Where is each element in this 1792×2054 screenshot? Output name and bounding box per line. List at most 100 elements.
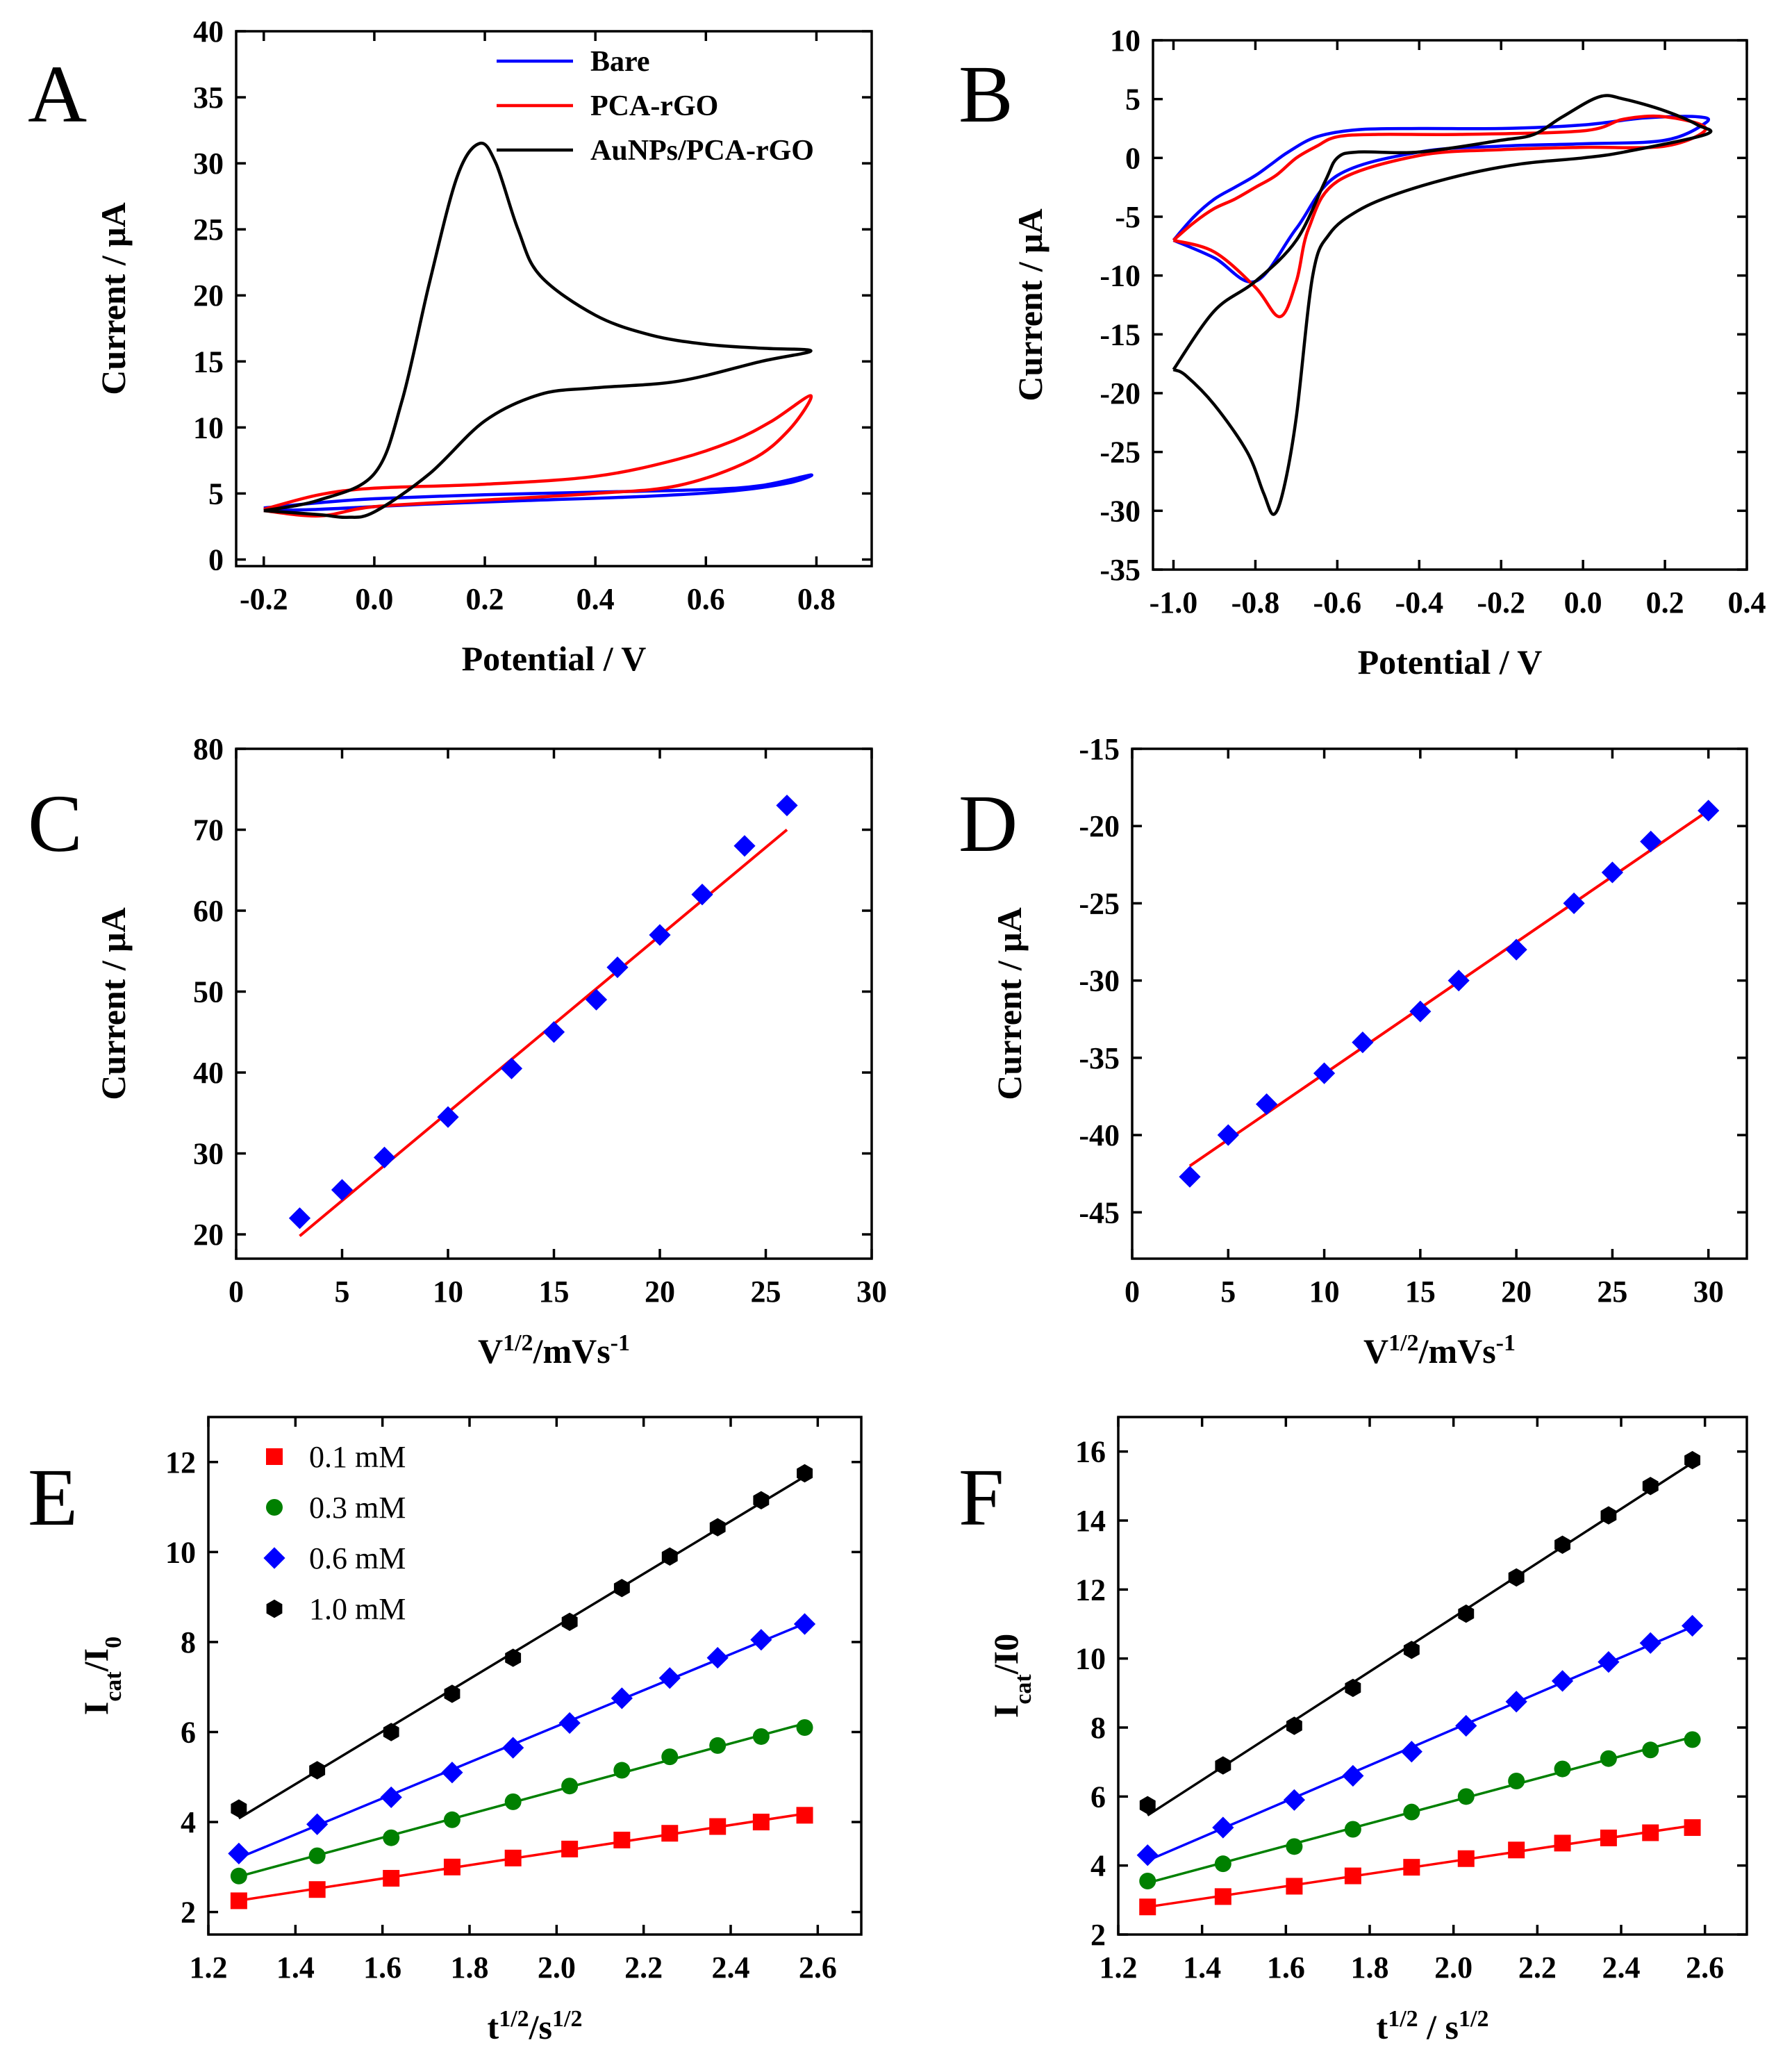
legend-label: 1.0 mM	[309, 1592, 406, 1626]
data-point	[1639, 1632, 1661, 1654]
y-tick-label: 40	[193, 15, 224, 49]
x-tick-label: 0.4	[576, 582, 615, 616]
plot-frame	[1131, 747, 1748, 1260]
data-point	[558, 1712, 581, 1734]
data-point	[1139, 1796, 1156, 1814]
x-tick-label: 2.0	[1434, 1951, 1472, 1985]
plot-area	[263, 141, 814, 520]
data-point	[1345, 1678, 1361, 1698]
y-tick-label: -25	[1100, 436, 1140, 470]
data-point	[373, 1146, 396, 1168]
y-tick-label: -20	[1100, 376, 1140, 411]
x-tick-label: 0.4	[1728, 586, 1766, 620]
data-point	[1642, 1741, 1659, 1759]
x-tick-label: 1.4	[276, 1951, 315, 1985]
y-tick-label: 15	[193, 345, 224, 379]
data-point	[1681, 1614, 1704, 1637]
data-point	[733, 835, 756, 857]
data-point	[309, 1761, 326, 1780]
legend-label: PCA-rGO	[590, 90, 718, 122]
y-tick-label: -45	[1079, 1195, 1120, 1229]
x-tick-label: 25	[751, 1275, 781, 1309]
data-point	[443, 1811, 461, 1828]
y-axis-title: Current / μA	[990, 907, 1029, 1100]
series-line-aunps-pca-rgo	[1172, 94, 1713, 516]
plot-frame	[235, 30, 873, 568]
x-tick-label: 20	[1501, 1275, 1532, 1309]
data-point	[658, 1667, 681, 1689]
y-tick-label: 5	[208, 477, 224, 511]
data-point	[331, 1179, 354, 1201]
x-tick-label: 20	[645, 1275, 675, 1309]
data-point	[1342, 1764, 1364, 1787]
x-tick-label: -0.6	[1313, 586, 1362, 620]
fit-line	[299, 828, 788, 1237]
y-tick-label: -15	[1079, 732, 1120, 766]
fit-line-1-0-mM	[238, 1475, 806, 1820]
x-tick-label: 1.6	[1267, 1951, 1305, 1985]
data-point	[1215, 1756, 1231, 1775]
y-tick-label: -20	[1079, 809, 1120, 843]
data-point	[1554, 1834, 1571, 1852]
data-point	[709, 1518, 726, 1537]
y-axis-title: Current / μA	[94, 202, 133, 395]
data-point	[1344, 1867, 1361, 1885]
x-tick-label: 2.2	[1518, 1951, 1557, 1985]
y-tick-label: 0	[1125, 141, 1140, 175]
data-point	[1403, 1859, 1420, 1876]
x-tick-label: 2.2	[624, 1951, 663, 1985]
data-point	[661, 1748, 679, 1766]
x-tick-label: -0.2	[1477, 586, 1525, 620]
panel-A: A -0.2 0.0 0.2 0.4 0.6 0.8 0 5 10 15 20 25 30 35 40 Pote…	[28, 15, 873, 678]
data-point	[1642, 1477, 1659, 1496]
panel-letter: B	[959, 49, 1013, 140]
series-line-pca-rgo	[263, 394, 813, 518]
y-tick-label: 60	[193, 894, 224, 928]
panel-D: D 0 5 10 15 20 25 30 -45 -40 -35 -30 -25 -20 -15 V1/2/m…	[959, 732, 1748, 1370]
x-tick-label: 2.4	[1602, 1951, 1641, 1985]
legend-label: 0.6 mM	[309, 1541, 406, 1575]
x-tick-label: 5	[1220, 1275, 1236, 1309]
data-point	[1642, 1824, 1659, 1841]
y-axis-title: Current / μA	[1011, 208, 1050, 401]
plot-frame	[1117, 1416, 1748, 1936]
data-point	[441, 1762, 463, 1784]
legend-marker	[266, 1599, 283, 1618]
data-point	[1313, 1062, 1336, 1084]
legend-label: 0.1 mM	[309, 1440, 406, 1474]
data-point	[796, 1719, 813, 1736]
x-tick-label: 0	[1125, 1275, 1140, 1309]
x-tick-label: 2.0	[538, 1951, 576, 1985]
series-line-aunps-pca-rgo	[263, 141, 813, 520]
y-tick-label: -10	[1100, 259, 1140, 293]
panel-C: C 0 5 10 15 20 25 30 20 30 40 50 60 70 80 V1/2/mVs-1 Cur…	[28, 732, 887, 1370]
y-tick-label: -25	[1079, 886, 1120, 920]
data-point	[752, 1814, 770, 1831]
data-point	[383, 1829, 400, 1846]
x-tick-label: 1.4	[1183, 1951, 1221, 1985]
data-point	[443, 1858, 461, 1875]
y-tick-label: 10	[1110, 24, 1140, 58]
y-axis-title: Current / μA	[94, 907, 133, 1100]
data-point	[793, 1613, 816, 1635]
data-point	[505, 1648, 522, 1667]
panel-letter: A	[28, 49, 87, 140]
x-tick-label: 10	[433, 1275, 463, 1309]
y-tick-label: 10	[165, 1535, 196, 1569]
x-tick-label: 2.4	[712, 1951, 750, 1985]
panel-F: F 1.2 1.4 1.6 1.8 2.0 2.2 2.4 2.6 2 4 6 8 10 12 14 16 t1/…	[959, 1416, 1748, 2046]
data-point	[706, 1646, 729, 1669]
data-point	[606, 956, 629, 979]
data-point	[1600, 1750, 1617, 1767]
data-point	[613, 1579, 630, 1598]
data-point	[437, 1106, 459, 1128]
y-tick-label: -40	[1079, 1118, 1120, 1152]
x-tick-label: 25	[1597, 1275, 1627, 1309]
data-point	[1601, 861, 1624, 884]
data-point	[1684, 1731, 1701, 1748]
x-tick-label: 0.8	[797, 582, 836, 616]
y-tick-label: 2	[181, 1896, 196, 1930]
data-point	[1598, 1651, 1620, 1673]
x-tick-label: 30	[856, 1275, 887, 1309]
data-point	[613, 1762, 631, 1779]
